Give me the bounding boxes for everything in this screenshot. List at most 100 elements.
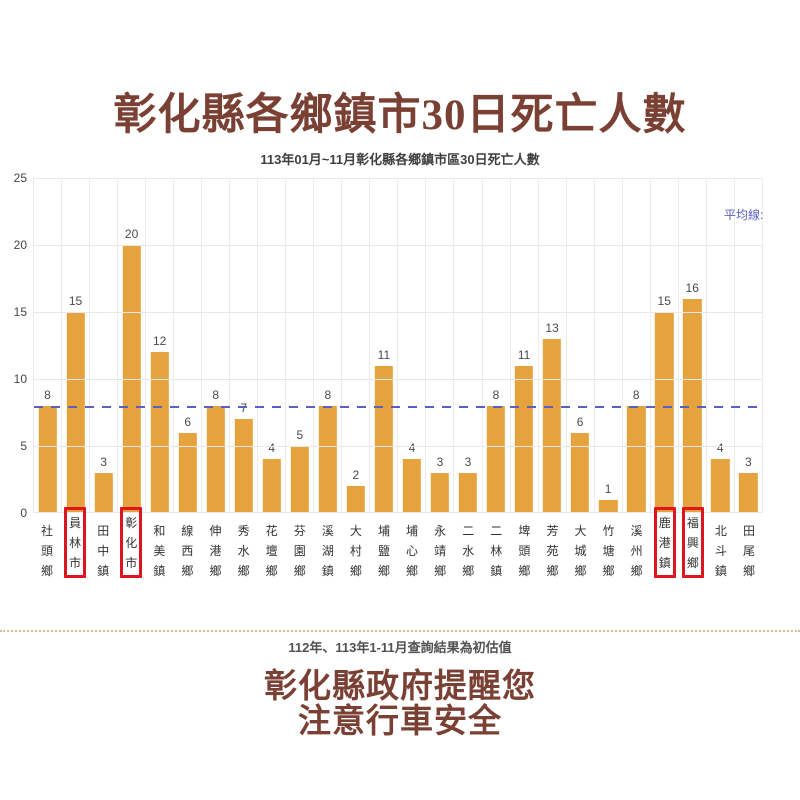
bar — [66, 312, 85, 513]
label-char: 頭 — [41, 544, 54, 558]
label-char: 鎮 — [321, 564, 334, 578]
bar — [402, 459, 422, 513]
label-char: 二 — [462, 524, 475, 538]
label-char: 州 — [630, 544, 643, 558]
x-axis-label-cell: 田尾鄉 — [735, 514, 763, 581]
x-axis-label-cell: 北斗鎮 — [707, 514, 735, 581]
x-axis-label: 芬園鄉 — [294, 521, 306, 581]
bar-value-label: 12 — [152, 334, 167, 349]
bar-value-label: 15 — [68, 294, 83, 308]
label-char: 鄉 — [574, 564, 587, 578]
label-char: 竹 — [602, 524, 615, 538]
gridline-h — [34, 512, 763, 513]
bar — [374, 365, 394, 513]
label-char: 溪 — [321, 524, 334, 538]
bar — [598, 499, 618, 513]
bar — [234, 419, 253, 513]
gridline-h — [34, 446, 763, 447]
label-char: 鄉 — [237, 564, 250, 578]
bar-column: 8 — [34, 178, 63, 513]
bar-column: 3 — [735, 178, 763, 513]
label-char: 永 — [434, 524, 447, 538]
label-char: 芳 — [546, 524, 559, 538]
x-axis-label: 埤頭鄉 — [518, 521, 530, 581]
bar-value-label: 8 — [492, 387, 500, 402]
x-axis-label: 二林鎮 — [490, 521, 502, 581]
y-axis-tick-label: 20 — [13, 238, 27, 252]
bar-column: 11 — [511, 178, 539, 513]
x-axis-label: 社頭鄉 — [41, 521, 53, 581]
bar-value-label: 1 — [604, 481, 612, 496]
bar-column: 8 — [623, 178, 651, 513]
label-char: 線 — [181, 524, 194, 538]
bar-column: 3 — [90, 178, 119, 513]
y-axis-tick-label: 15 — [13, 305, 27, 319]
x-axis-label-cell: 永靖鄉 — [426, 514, 454, 581]
label-char: 鹿 — [658, 516, 671, 530]
label-char: 花 — [265, 524, 278, 538]
bar-value-label: 16 — [685, 280, 699, 295]
label-char: 鄉 — [686, 556, 699, 570]
label-char: 溪 — [630, 524, 643, 538]
label-char: 鄉 — [209, 564, 222, 578]
label-char: 鄉 — [518, 564, 531, 578]
bar — [178, 432, 197, 513]
label-char: 林 — [490, 544, 503, 558]
footer-message-line1: 彰化縣政府提醒您 — [264, 669, 536, 705]
bars-row: 8 15 3 20 12 6 8 7 4 5 8 2 11 4 3 3 8 11 13 6 1 8 15 16 4 3 — [34, 178, 763, 513]
x-axis-label: 田尾鄉 — [743, 521, 755, 581]
bar-column: 2 — [342, 178, 371, 513]
bar-column: 8 — [314, 178, 343, 513]
label-char: 水 — [462, 544, 475, 558]
label-char: 中 — [97, 544, 110, 558]
x-axis-label: 芳苑鄉 — [546, 521, 558, 581]
label-char: 心 — [406, 544, 419, 558]
separator-dotted-line — [0, 630, 800, 632]
bar — [514, 365, 534, 513]
x-axis-label-cell: 鹿港鎮 — [651, 507, 679, 578]
bar-column: 20 — [118, 178, 147, 513]
bar-column: 6 — [567, 178, 595, 513]
bar-column: 15 — [62, 178, 91, 513]
label-char: 港 — [209, 544, 222, 558]
label-char: 員 — [69, 516, 82, 530]
label-char: 西 — [181, 544, 194, 558]
bar — [206, 405, 225, 513]
x-axis-labels: 社頭鄉員林市田中鎮彰化市和美鎮線西鄉伸港鄉秀水鄉花壇鄉芬園鄉溪湖鎮大村鄉埔鹽鄉埔… — [33, 507, 763, 586]
x-axis-label-cell: 埔心鄉 — [398, 514, 426, 581]
label-char: 村 — [349, 544, 362, 558]
x-axis-label-cell: 大村鄉 — [342, 514, 370, 581]
label-char: 壇 — [265, 544, 278, 558]
x-axis-label: 大城鄉 — [575, 521, 587, 581]
label-char: 鎮 — [153, 564, 166, 578]
label-char: 斗 — [714, 544, 727, 558]
x-axis-label: 北斗鎮 — [715, 521, 727, 581]
bar-value-label: 7 — [240, 401, 248, 416]
label-char: 林 — [69, 536, 82, 550]
x-axis-label: 溪州鄉 — [631, 521, 643, 581]
x-axis-label-cell: 彰化市 — [117, 507, 145, 578]
x-axis-label-cell: 伸港鄉 — [201, 514, 229, 581]
label-char: 鎮 — [97, 564, 110, 578]
bar-value-label: 6 — [576, 414, 584, 429]
label-char: 尾 — [742, 544, 755, 558]
label-char: 田 — [742, 524, 755, 538]
x-axis-label-cell: 芬園鄉 — [286, 514, 314, 581]
gridline-h — [34, 379, 763, 380]
bar — [262, 459, 281, 513]
label-char: 鄉 — [602, 564, 615, 578]
bar-value-label: 4 — [716, 441, 724, 456]
label-char: 化 — [125, 536, 138, 550]
x-axis-label-cell: 花壇鄉 — [258, 514, 286, 581]
label-char: 鎮 — [658, 556, 671, 570]
bar — [486, 405, 506, 513]
x-axis-label-highlighted: 鹿港鎮 — [653, 507, 676, 578]
label-char: 鎮 — [490, 564, 503, 578]
bar — [711, 459, 730, 513]
bar-value-label: 11 — [517, 347, 531, 362]
label-char: 市 — [69, 556, 82, 570]
label-char: 大 — [349, 524, 362, 538]
label-char: 田 — [97, 524, 110, 538]
label-char: 鄉 — [265, 564, 278, 578]
